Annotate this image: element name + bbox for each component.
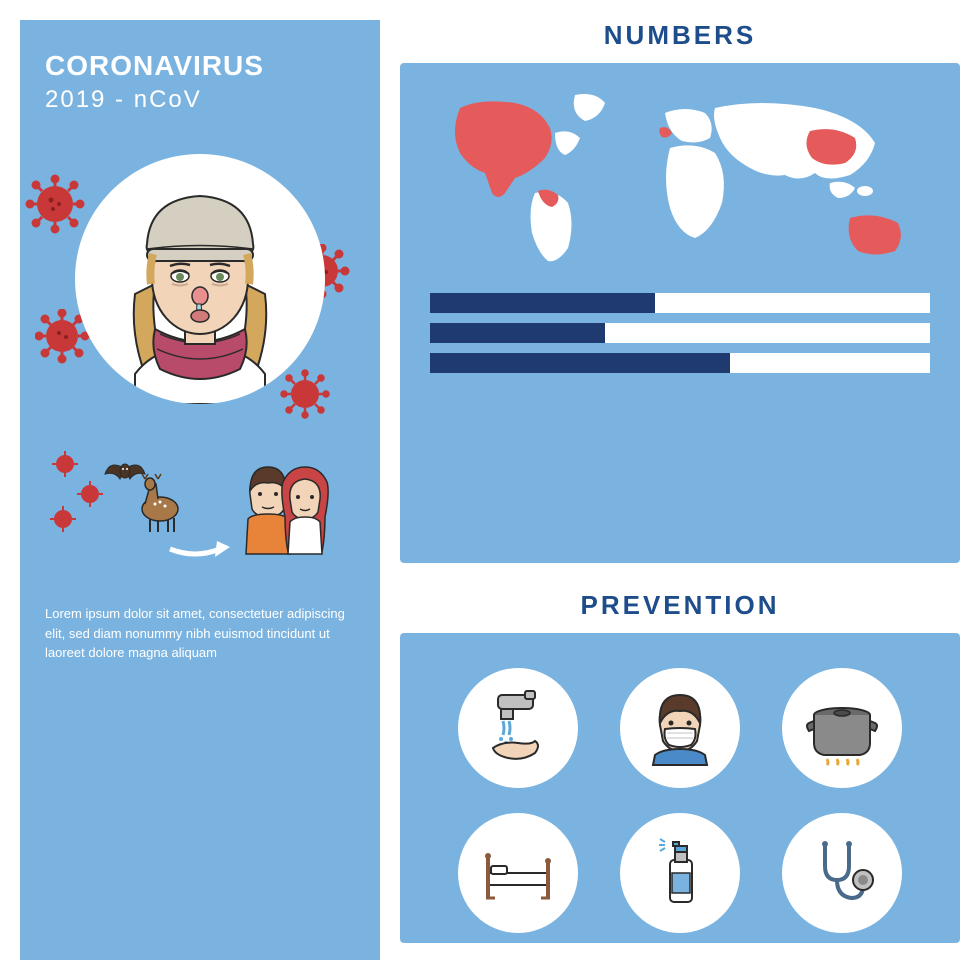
title-block: CORONAVIRUS 2019 - nCoV (45, 50, 355, 114)
virus-icon (50, 506, 76, 532)
prevention-cook-food (782, 668, 902, 788)
virus-icon (25, 174, 85, 234)
prevention-panel: PREVENTION (400, 590, 960, 960)
prevention-wash-hands (458, 668, 578, 788)
bat-icon (105, 464, 145, 479)
tap-water-icon (473, 683, 563, 773)
prevention-medical-check (782, 813, 902, 933)
stat-bar (430, 353, 930, 373)
stat-bars (420, 293, 940, 373)
prevention-title: PREVENTION (400, 590, 960, 621)
numbers-title: NUMBERS (400, 20, 960, 51)
deer-icon (142, 474, 178, 532)
sick-person-portrait (45, 154, 355, 404)
numbers-box (400, 63, 960, 563)
transmission-diagram (45, 439, 355, 579)
mask-person-icon (635, 683, 725, 773)
left-info-panel: CORONAVIRUS 2019 - nCoV (20, 20, 380, 960)
virus-icon (77, 481, 103, 507)
portrait-circle (75, 154, 325, 404)
people-icon (246, 467, 328, 554)
world-map (420, 83, 940, 273)
main-title: CORONAVIRUS (45, 50, 355, 82)
stat-bar (430, 323, 930, 343)
numbers-panel: NUMBERS (400, 20, 960, 570)
sick-woman-illustration (75, 154, 325, 404)
prevention-disinfect (620, 813, 740, 933)
right-panels: NUMBERS (400, 20, 960, 960)
cooking-pot-icon (797, 683, 887, 773)
stat-bar (430, 293, 930, 313)
prevention-rest (458, 813, 578, 933)
arrow-icon (170, 541, 230, 557)
sub-title: 2019 - nCoV (45, 86, 355, 114)
bed-icon (473, 828, 563, 918)
stethoscope-icon (797, 828, 887, 918)
spray-bottle-icon (635, 828, 725, 918)
virus-icon (280, 369, 330, 419)
prevention-wear-mask (620, 668, 740, 788)
description-text: Lorem ipsum dolor sit amet, consectetuer… (45, 604, 355, 663)
prevention-box (400, 633, 960, 943)
virus-icon (52, 451, 78, 477)
